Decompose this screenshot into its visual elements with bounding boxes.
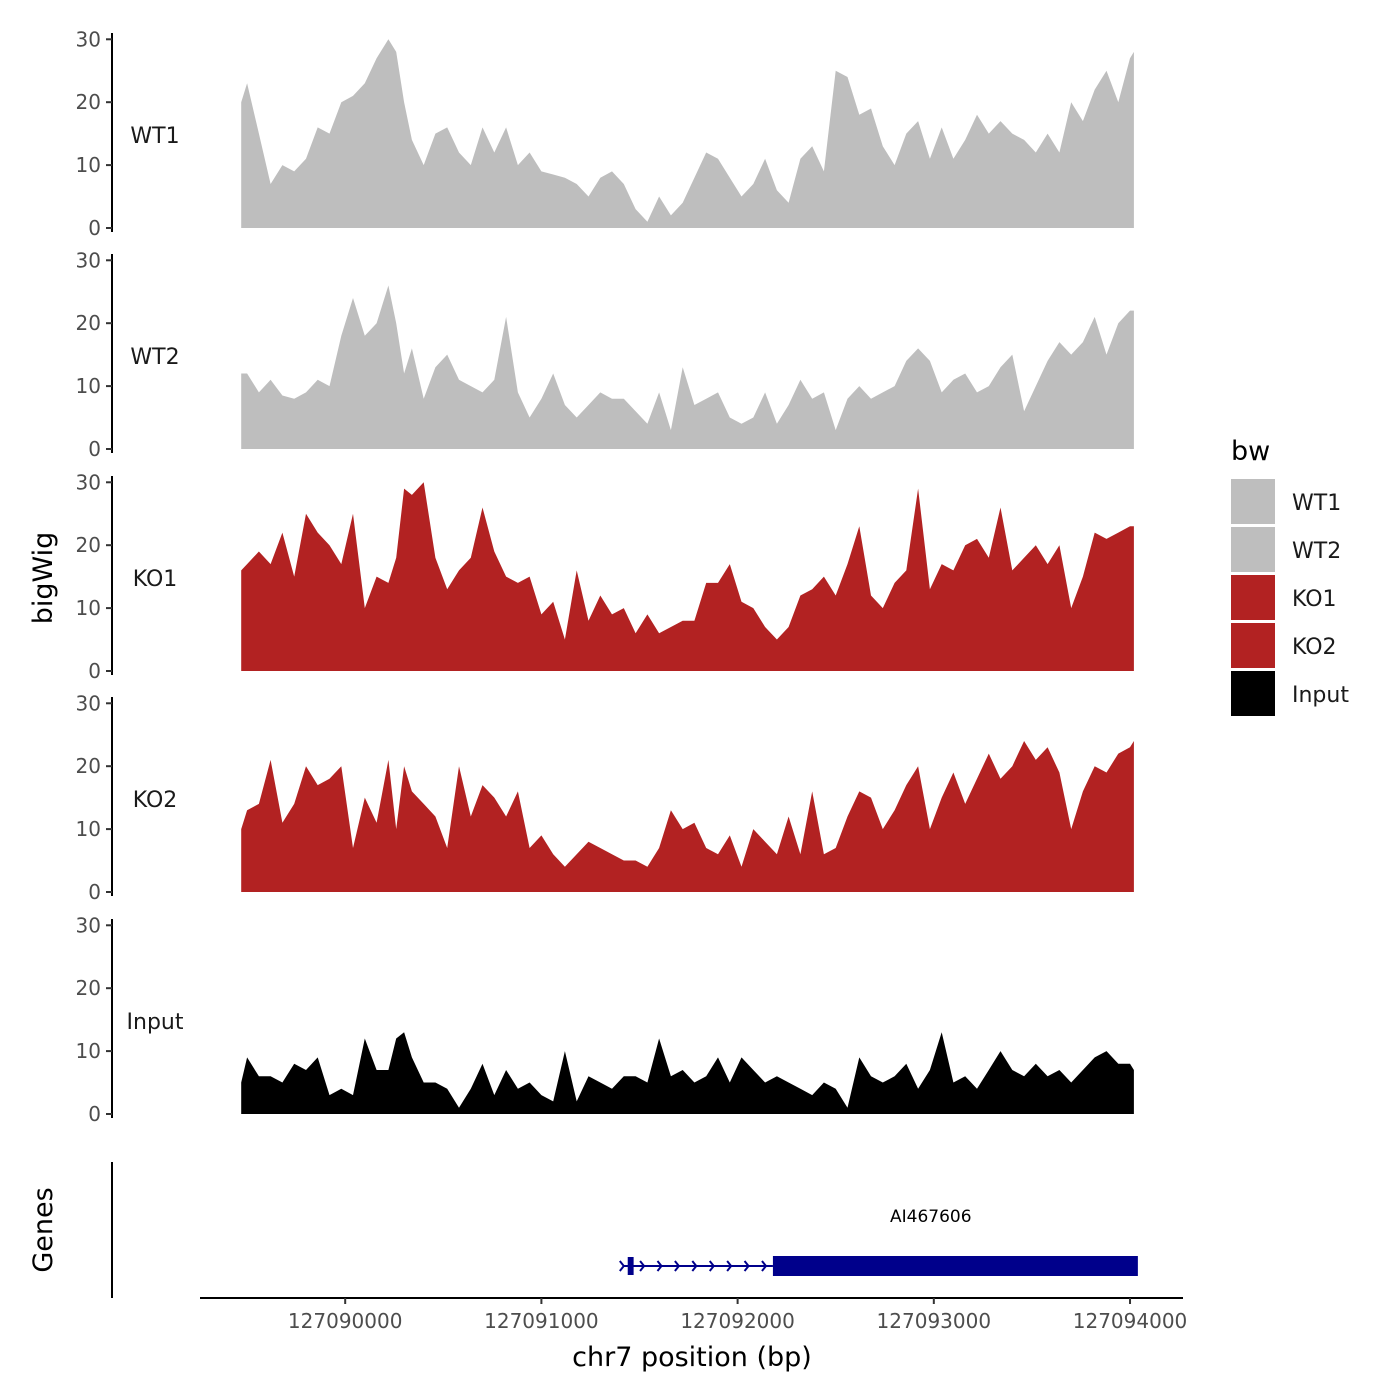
gene-panel: Genes AI467606	[28, 1162, 1138, 1298]
y-tick-label: 20	[76, 976, 101, 1000]
x-axis: 127090000 127091000 127092000 127093000 1270…	[200, 1297, 1187, 1373]
y-tick-label: 10	[76, 374, 101, 398]
legend-swatch	[1231, 671, 1275, 716]
strand-arrow-icon	[691, 1260, 698, 1272]
x-tick-label: 127093000	[877, 1309, 992, 1333]
legend-label: KO1	[1292, 587, 1337, 612]
y-tick-label: 20	[76, 533, 101, 557]
gene-start-arrow-icon	[619, 1260, 626, 1272]
legend-swatch	[1231, 575, 1275, 620]
strand-arrow-icon	[708, 1260, 716, 1272]
y-tick-label: 10	[76, 817, 101, 841]
legend-label: KO2	[1292, 635, 1337, 660]
y-tick-label: 20	[76, 754, 101, 778]
y-tick-label: 20	[76, 90, 101, 114]
strand-arrow-icon	[656, 1260, 663, 1272]
legend-item-wt1: WT1	[1231, 479, 1341, 524]
y-tick-label: 10	[76, 596, 101, 620]
y-tick-label: 0	[88, 659, 101, 683]
legend-item-wt2: WT2	[1231, 527, 1341, 572]
legend-label: WT1	[1292, 491, 1341, 516]
gene-model	[619, 1256, 1138, 1276]
y-tick-label: 10	[76, 153, 101, 177]
strand-arrow-icon	[639, 1260, 646, 1272]
y-tick-label: 0	[88, 216, 101, 240]
y-tick-label: 30	[76, 27, 101, 51]
gene-label: AI467606	[890, 1207, 972, 1227]
track-ko2: 0 10 20 30 KO2	[76, 691, 1134, 904]
track-input: 0 10 20 30 Input	[76, 913, 1134, 1126]
legend-item-ko1: KO1	[1231, 575, 1337, 620]
legend-label: WT2	[1292, 539, 1341, 564]
track-wt2-label: WT2	[130, 345, 179, 370]
strand-arrow-icon	[674, 1260, 681, 1272]
gene-cds-block	[772, 1256, 1138, 1276]
track-wt1-label: WT1	[130, 124, 179, 149]
y-tick-label: 30	[76, 470, 101, 494]
strand-arrow-icon	[761, 1260, 768, 1272]
legend-swatch	[1231, 527, 1275, 572]
track-ko2-label: KO2	[133, 788, 178, 813]
legend-swatch	[1231, 479, 1275, 524]
x-ticks: 127090000 127091000 127092000 127093000 1270…	[288, 1298, 1187, 1333]
strand-arrow-icon	[726, 1260, 733, 1272]
track-ko2-area	[241, 741, 1134, 892]
y-tick-label: 0	[88, 1102, 101, 1126]
x-tick-label: 127091000	[484, 1309, 599, 1333]
legend-item-input: Input	[1231, 671, 1349, 716]
track-input-area	[241, 1032, 1134, 1114]
track-ko1: 0 10 20 30 KO1	[76, 470, 1134, 683]
legend-items: WT1 WT2 KO1 KO2 Input	[1231, 479, 1349, 716]
y-tick-label: 0	[88, 880, 101, 904]
track-ko1-label: KO1	[133, 567, 178, 592]
y-axis-title: bigWig	[28, 532, 59, 625]
y-tick-label: 30	[76, 913, 101, 937]
x-tick-label: 127090000	[288, 1309, 403, 1333]
track-wt2: 0 10 20 30 WT2	[76, 248, 1134, 461]
y-tick-label: 30	[76, 691, 101, 715]
track-input-label: Input	[127, 1010, 184, 1035]
y-tick-label: 10	[76, 1039, 101, 1063]
legend-label: Input	[1292, 683, 1349, 708]
strand-arrow-icon	[743, 1260, 750, 1272]
track-wt1-area	[241, 39, 1134, 228]
genes-axis-title: Genes	[28, 1187, 59, 1272]
gene-exon-small	[627, 1257, 634, 1275]
legend: bw WT1 WT2 KO1 KO2 Input	[1231, 436, 1349, 716]
legend-item-ko2: KO2	[1231, 623, 1337, 668]
tracks-layer: 0 10 20 30 WT1 0 10 20 30 WT2 0 10 20 30 KO1 0 10 20 30 KO2…	[76, 27, 1134, 1126]
y-tick-label: 20	[76, 311, 101, 335]
x-tick-label: 127094000	[1073, 1309, 1188, 1333]
track-ko1-area	[241, 482, 1134, 671]
track-wt2-area	[241, 285, 1134, 449]
legend-title: bw	[1231, 436, 1270, 467]
legend-swatch	[1231, 623, 1275, 668]
x-tick-label: 127092000	[680, 1309, 795, 1333]
y-tick-label: 0	[88, 437, 101, 461]
x-axis-title: chr7 position (bp)	[572, 1342, 812, 1373]
track-wt1: 0 10 20 30 WT1	[76, 27, 1134, 240]
y-tick-label: 30	[76, 248, 101, 272]
